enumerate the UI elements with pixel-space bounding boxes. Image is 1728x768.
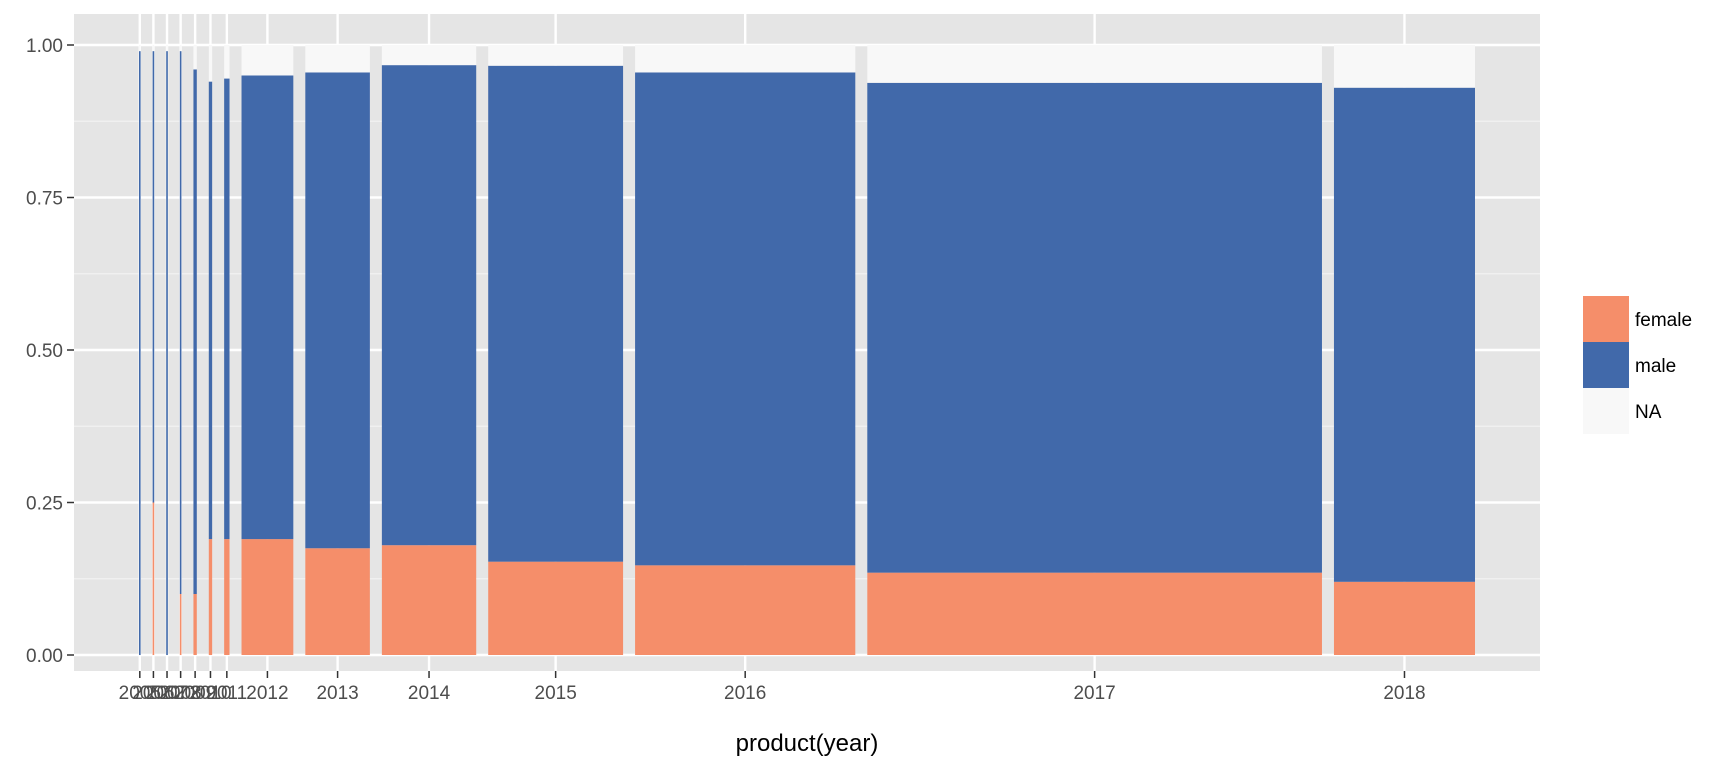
y-tick-label: 0.50 bbox=[26, 341, 63, 362]
bar-na-2017 bbox=[867, 45, 1322, 83]
bar-na-2018 bbox=[1333, 45, 1475, 88]
legend-key-male bbox=[1583, 342, 1629, 388]
x-tick-label: 2015 bbox=[535, 683, 577, 704]
bar-male-2012 bbox=[241, 75, 294, 540]
legend-label-na: NA bbox=[1635, 402, 1662, 423]
bar-male-2009 bbox=[193, 69, 197, 594]
bar-na-2007 bbox=[166, 45, 168, 52]
y-tick-label: 0.00 bbox=[26, 646, 63, 667]
bar-female-2008 bbox=[179, 594, 182, 655]
bar-female-2016 bbox=[635, 565, 856, 655]
x-axis-title: product(year) bbox=[736, 730, 879, 757]
bar-male-2008 bbox=[179, 51, 182, 595]
y-axis: 0.00 0.25 0.50 0.75 1.00 bbox=[26, 36, 74, 667]
bar-na-2012 bbox=[241, 45, 294, 76]
bar-female-2006 bbox=[152, 502, 155, 655]
x-tick-label: 2009 bbox=[174, 683, 216, 704]
bar-na-2006 bbox=[152, 45, 155, 52]
x-tick-label: 2013 bbox=[316, 683, 358, 704]
bar-male-2017 bbox=[867, 82, 1322, 573]
x-tick-label: 2006 bbox=[132, 683, 174, 704]
x-tick-label: 2010 bbox=[189, 683, 231, 704]
y-tick-label: 0.25 bbox=[26, 494, 63, 515]
bar-male-2007 bbox=[166, 51, 168, 656]
legend-label-female: female bbox=[1635, 310, 1692, 331]
bar-na-2010 bbox=[208, 45, 213, 82]
bar-na-2013 bbox=[305, 45, 370, 73]
bar-male-2018 bbox=[1333, 87, 1475, 582]
legend-key-female bbox=[1583, 296, 1629, 342]
bar-female-2011 bbox=[224, 539, 230, 655]
bar-na-2016 bbox=[635, 45, 856, 73]
bars bbox=[139, 45, 1475, 656]
x-tick-label: 2017 bbox=[1073, 683, 1115, 704]
bar-na-2011 bbox=[224, 45, 230, 79]
y-tick-label: 1.00 bbox=[26, 36, 63, 57]
bar-na-2005 bbox=[139, 45, 141, 52]
x-tick-label: 2008 bbox=[159, 683, 201, 704]
bar-male-2010 bbox=[208, 81, 213, 540]
bar-female-2015 bbox=[488, 561, 624, 655]
bar-male-2013 bbox=[305, 72, 370, 549]
bar-na-2015 bbox=[488, 45, 624, 66]
bar-male-2016 bbox=[635, 72, 856, 566]
x-tick-label: 2007 bbox=[146, 683, 188, 704]
x-tick-label: 2016 bbox=[724, 683, 766, 704]
bar-female-2010 bbox=[208, 539, 213, 655]
x-tick-label: 2012 bbox=[246, 683, 288, 704]
legend: female male NA bbox=[1583, 296, 1692, 434]
x-tick-label: 2011 bbox=[206, 683, 247, 704]
bar-male-2014 bbox=[381, 65, 477, 546]
y-tick-label: 0.75 bbox=[26, 189, 63, 210]
bar-na-2014 bbox=[381, 45, 477, 66]
bar-male-2006 bbox=[152, 51, 155, 503]
bar-female-2017 bbox=[867, 572, 1322, 655]
x-tick-label: 2014 bbox=[408, 683, 451, 704]
legend-label-male: male bbox=[1635, 356, 1676, 377]
bar-male-2015 bbox=[488, 65, 624, 562]
bar-female-2009 bbox=[193, 594, 197, 655]
bar-male-2011 bbox=[224, 78, 230, 540]
legend-key-na bbox=[1583, 388, 1629, 434]
bar-female-2014 bbox=[381, 545, 477, 655]
bar-na-2008 bbox=[179, 45, 182, 52]
bar-female-2012 bbox=[241, 539, 294, 655]
x-tick-label: 2018 bbox=[1383, 683, 1425, 704]
x-tick-label: 2005 bbox=[119, 683, 161, 704]
bar-female-2013 bbox=[305, 548, 370, 655]
bar-female-2018 bbox=[1333, 581, 1475, 655]
bar-na-2009 bbox=[193, 45, 197, 70]
bar-male-2005 bbox=[139, 51, 141, 656]
